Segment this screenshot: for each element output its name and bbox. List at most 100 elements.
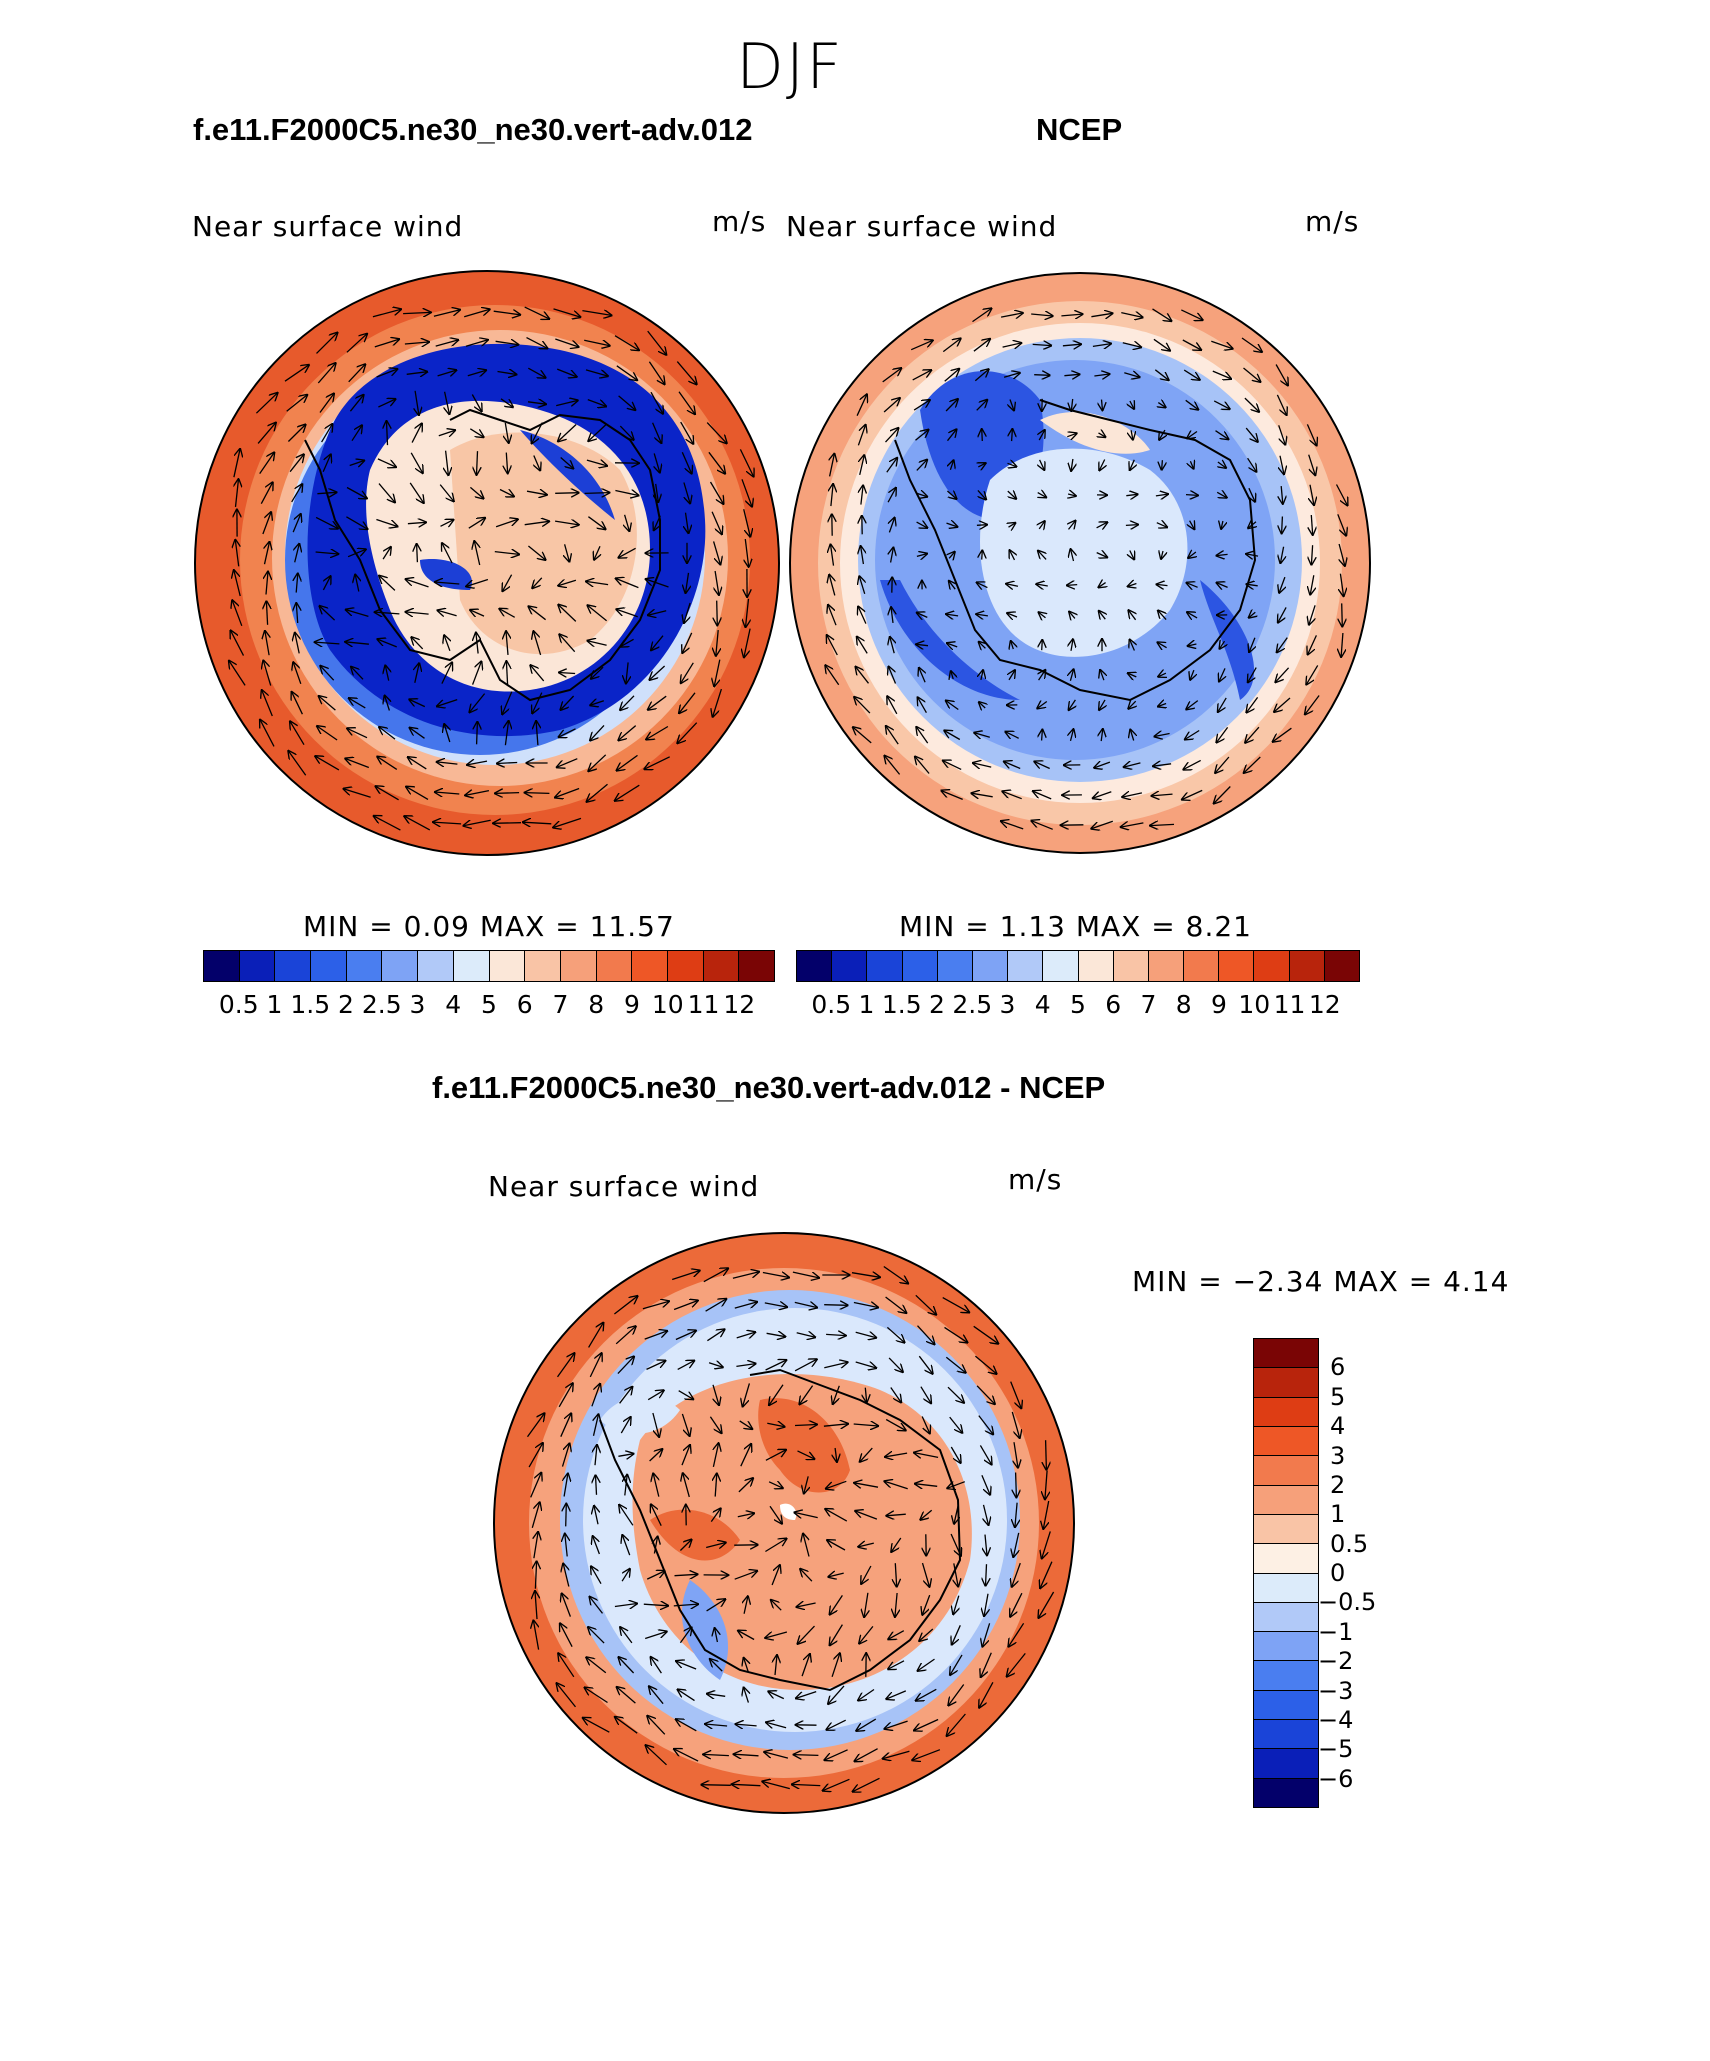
obs-wind-arrow — [1039, 430, 1045, 441]
obs-wind-arrow — [1040, 459, 1045, 470]
model-wind-arrow — [618, 725, 637, 741]
obs-wind-arrow — [1071, 398, 1072, 411]
model-wind-arrow — [441, 662, 452, 684]
obs-wind-arrow — [918, 697, 927, 714]
model-wind-arrow — [555, 338, 578, 347]
model-wind-arrow — [523, 822, 552, 824]
obs-colorbar-swatch — [1184, 951, 1220, 981]
model-wind-arrow — [377, 639, 397, 648]
obs-colorbar-swatch — [972, 951, 1009, 981]
obs-wind-arrow — [1277, 637, 1288, 653]
diff-wind-arrow — [768, 1482, 783, 1488]
obs-colorbar-tick-label: 2 — [929, 990, 945, 1019]
diff-wind-arrow — [708, 1363, 723, 1368]
diff-wind-arrow — [620, 1417, 630, 1434]
diff-wind-arrow — [707, 1694, 726, 1697]
model-wind-arrow — [530, 665, 545, 682]
diff-wind-arrow — [886, 1690, 907, 1699]
obs-wind-arrow — [1128, 584, 1137, 587]
diff-wind-arrow — [734, 1571, 758, 1580]
diff-colorbar-swatch — [1254, 1661, 1318, 1691]
obs-wind-arrow — [1216, 492, 1227, 497]
diff-wind-arrow — [919, 1628, 934, 1641]
obs-colorbar-tick-label: 4 — [1034, 990, 1051, 1019]
obs-wind-arrow — [1009, 670, 1015, 681]
obs-wind-arrow — [972, 308, 992, 323]
diff-wind-arrow — [765, 1450, 786, 1461]
obs-wind-arrow — [1122, 793, 1143, 797]
obs-wind-arrow — [1121, 313, 1142, 318]
obs-wind-arrow — [1069, 612, 1075, 619]
model-wind-arrow — [619, 425, 633, 440]
obs-wind-arrow — [1248, 522, 1256, 528]
diff-wind-arrow — [888, 1630, 905, 1640]
obs-wind-arrow — [1093, 791, 1112, 799]
diff-wind-arrow — [797, 1450, 815, 1459]
model-wind-arrow — [558, 605, 577, 622]
model-wind-arrow — [463, 819, 491, 826]
diff-wind-arrow — [890, 1387, 901, 1403]
diff-wind-arrow — [703, 1754, 729, 1755]
obs-wind-arrow — [1130, 401, 1134, 409]
model-wind-arrow — [438, 430, 455, 436]
obs-wind-arrow — [971, 793, 993, 797]
diff-wind-arrow — [676, 1661, 697, 1670]
diff-colorbar-swatch — [1254, 1456, 1318, 1486]
diff-wind-arrow — [823, 1778, 850, 1790]
model-wind-arrow — [406, 787, 429, 800]
model-wind-arrow — [289, 454, 304, 473]
model-wind-arrow — [382, 547, 391, 560]
diff-panel-title: f.e11.F2000C5.ne30_ne30.vert-adv.012 - N… — [432, 1070, 1106, 1105]
diff-wind-arrow — [979, 1445, 991, 1464]
model-wind-arrow — [466, 578, 489, 587]
model-wind-arrow — [615, 784, 640, 801]
diff-wind-arrow — [861, 1565, 872, 1584]
obs-wind-arrow — [831, 544, 834, 566]
diff-wind-arrow — [883, 1750, 910, 1758]
obs-wind-arrow — [1094, 374, 1109, 376]
obs-wind-arrow — [982, 550, 983, 560]
obs-wind-arrow — [1070, 669, 1073, 681]
obs-wind-arrow — [1009, 523, 1016, 527]
obs-wind-arrow — [1131, 430, 1133, 440]
model-wind-arrow — [374, 816, 401, 831]
obs-wind-arrow — [1152, 794, 1173, 796]
obs-wind-arrow — [1005, 732, 1019, 739]
obs-wind-arrow — [1280, 546, 1283, 563]
obs-wind-arrow — [1188, 552, 1196, 558]
diff-wind-arrow — [712, 1384, 719, 1405]
obs-wind-arrow — [1310, 575, 1314, 594]
model-wind-arrow — [404, 816, 431, 831]
obs-wind-arrow — [1306, 665, 1319, 684]
model-wind-arrow — [620, 695, 635, 710]
diff-wind-arrow — [794, 1425, 817, 1426]
diff-wind-arrow — [891, 1537, 902, 1552]
obs-wind-arrow — [1128, 701, 1135, 709]
diff-wind-arrow — [823, 1424, 848, 1426]
diff-colorbar-swatch — [1254, 1339, 1318, 1369]
model-wind-arrow — [560, 695, 575, 710]
diff-wind-arrow — [652, 1412, 659, 1437]
obs-wind-arrow — [1273, 727, 1292, 742]
obs-wind-arrow — [1037, 702, 1048, 709]
diff-wind-arrow — [654, 1537, 657, 1554]
obs-wind-arrow — [1246, 554, 1259, 556]
obs-wind-arrow — [1092, 344, 1111, 347]
diff-wind-arrow — [945, 1356, 965, 1372]
obs-wind-arrow — [1096, 522, 1108, 528]
obs-colorbar-tick-label: 2.5 — [952, 990, 993, 1019]
model-wind-arrow — [654, 453, 660, 472]
obs-wind-arrow — [861, 546, 864, 565]
obs-colorbar-swatch — [937, 951, 973, 981]
obs-wind-arrow — [1099, 433, 1106, 437]
diff-wind-arrow — [920, 1386, 931, 1404]
obs-wind-arrow — [941, 791, 963, 801]
diff-wind-arrow — [673, 1301, 698, 1311]
obs-wind-arrow — [1124, 763, 1141, 767]
obs-wind-arrow — [1275, 667, 1290, 682]
diff-wind-arrow — [765, 1539, 786, 1553]
model-wind-arrow — [376, 518, 397, 527]
model-wind-arrow — [709, 481, 724, 504]
model-wind-vectors — [229, 307, 754, 831]
model-wind-arrow — [315, 642, 340, 644]
